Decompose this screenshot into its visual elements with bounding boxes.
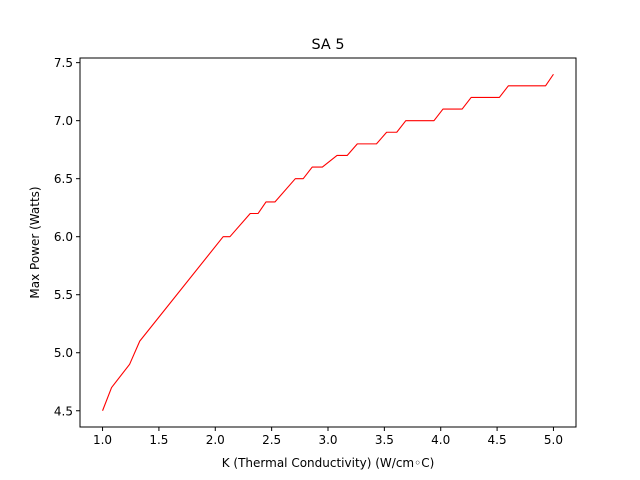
- series-line: [102, 73, 554, 411]
- x-tick-label: 2.0: [206, 433, 225, 447]
- y-axis-label: Max Power (Watts): [28, 186, 42, 298]
- y-tick-label: 7.0: [54, 114, 73, 128]
- y-tick-label: 6.0: [54, 230, 73, 244]
- y-tick-label: 4.5: [54, 404, 73, 418]
- y-tick-label: 6.5: [54, 172, 73, 186]
- axes-frame: [79, 57, 577, 428]
- x-tick-label: 3.5: [375, 433, 394, 447]
- x-axis-label: K (Thermal Conductivity) (W/cm◦C): [222, 456, 435, 470]
- x-tick-label: 2.5: [262, 433, 281, 447]
- plot-area: [102, 73, 554, 411]
- y-tick-label: 7.5: [54, 56, 73, 70]
- x-tick-label: 1.0: [93, 433, 112, 447]
- x-tick-label: 4.5: [488, 433, 507, 447]
- x-tick-label: 5.0: [544, 433, 563, 447]
- y-tick-label: 5.5: [54, 288, 73, 302]
- x-tick-label: 3.0: [318, 433, 337, 447]
- x-tick-label: 4.0: [431, 433, 450, 447]
- chart-title: SA 5: [312, 37, 345, 53]
- axis-ticks: 1.0 1.5 2.0 2.5 3.0 3.5 4.0 4.5 5.0 4.5 5.0 5.5 6.0 6…: [54, 56, 563, 447]
- x-tick-label: 1.5: [149, 433, 168, 447]
- y-tick-label: 5.0: [54, 346, 73, 360]
